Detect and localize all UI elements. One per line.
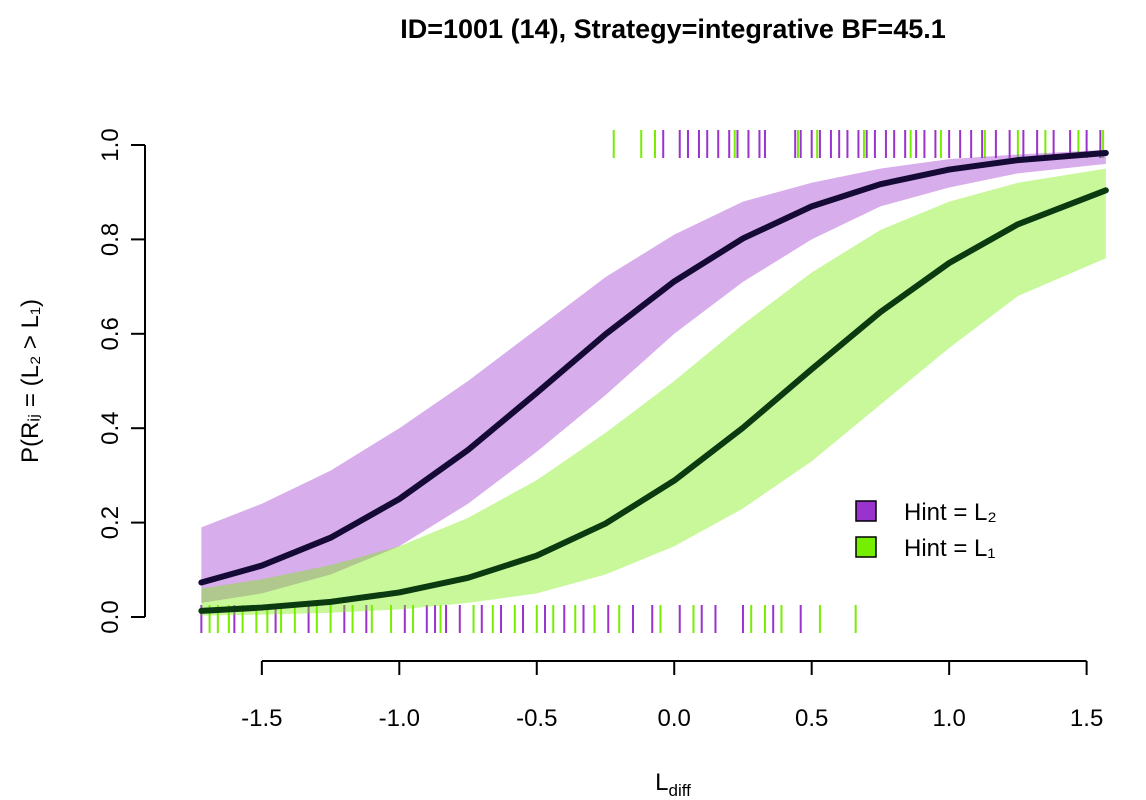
x-tick-label: 0.0: [658, 705, 691, 732]
y-tick-label: 1.0: [97, 128, 124, 161]
y-tick-label: 0.6: [97, 317, 124, 350]
mean-curve: [198, 187, 1109, 614]
y-tick-label: 0.8: [97, 223, 124, 256]
legend-label: Hint = L₂: [904, 499, 997, 526]
x-tick-label: 1.5: [1070, 705, 1103, 732]
x-label-main: L: [655, 769, 668, 796]
x-label-sub: diff: [668, 781, 691, 800]
legend-label: Hint = L₁: [904, 535, 995, 562]
y-tick-label: 0.4: [97, 412, 124, 445]
x-tick-label: 1.0: [932, 705, 965, 732]
x-tick-label: 0.5: [795, 705, 828, 732]
legend-swatch: [855, 500, 877, 522]
chart-title: ID=1001 (14), Strategy=integrative BF=45…: [400, 14, 946, 44]
posterior-band: [201, 149, 1106, 603]
y-axis-label: P(Rᵢⱼ = (L₂ > L₁): [17, 299, 44, 463]
mean-curve: [198, 150, 1109, 586]
x-axis-label: Ldiff: [655, 769, 691, 800]
y-tick-label: 0.0: [97, 600, 124, 633]
x-tick-label: -1.0: [379, 705, 420, 732]
legend-swatch: [855, 536, 877, 558]
posterior-band: [201, 168, 1106, 616]
x-tick-label: -0.5: [516, 705, 557, 732]
y-tick-label: 0.2: [97, 506, 124, 539]
x-tick-label: -1.5: [241, 705, 282, 732]
